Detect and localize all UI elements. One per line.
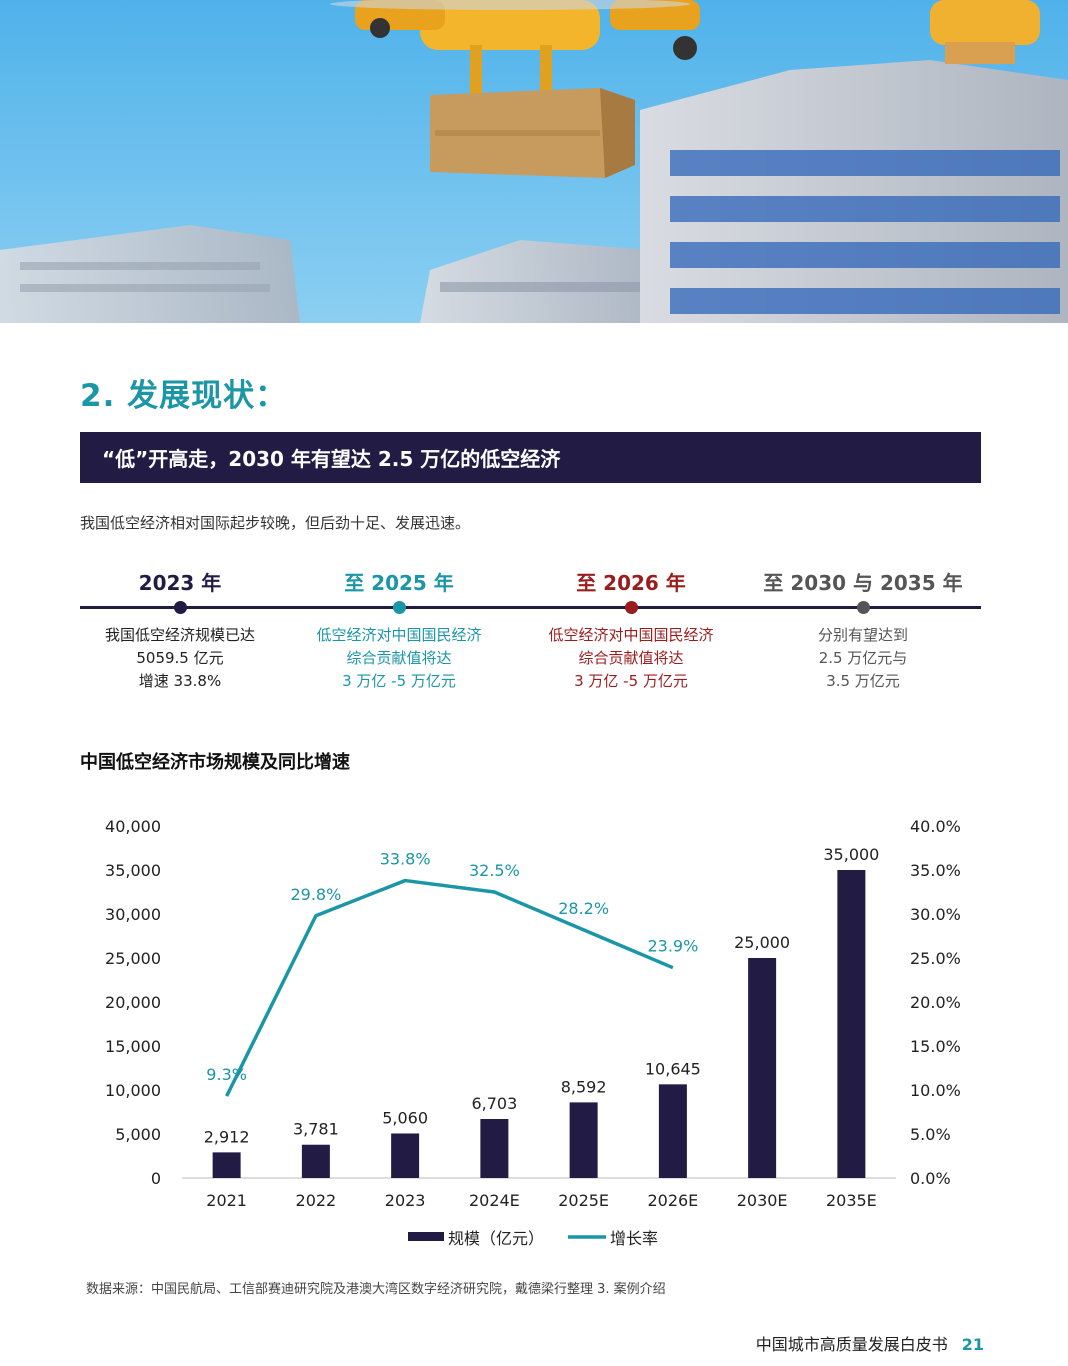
- timeline-line-1: 低空经济对中国国民经济: [316, 626, 482, 644]
- y-right-tick-label: 35.0%: [910, 861, 961, 880]
- timeline-description: 分别有望达到 2.5 万亿元与 3.5 万亿元: [748, 624, 978, 693]
- timeline-description: 我国低空经济规模已达 5059.5 亿元 增速 33.8%: [65, 624, 295, 693]
- chart-title: 中国低空经济市场规模及同比增速: [80, 752, 350, 773]
- timeline-year: 至 2025 年: [344, 571, 454, 595]
- timeline-description: 低空经济对中国国民经济 综合贡献值将达 3 万亿 -5 万亿元: [516, 624, 746, 693]
- bar-2026E: [658, 1084, 687, 1178]
- x-tick-label: 2026E: [647, 1191, 698, 1210]
- bar-2030E: [748, 958, 777, 1178]
- timeline-line-1: 分别有望达到: [817, 626, 908, 644]
- timeline-year: 至 2026 年: [576, 571, 686, 595]
- footer-title: 中国城市高质量发展白皮书: [755, 1335, 948, 1354]
- hero-drone-photo: [0, 0, 1068, 323]
- y-right-tick-label: 0.0%: [910, 1169, 951, 1188]
- x-tick-label: 2030E: [737, 1191, 788, 1210]
- bar-2025E: [569, 1102, 598, 1178]
- timeline-dot: [173, 601, 187, 614]
- y-right-tick-label: 10.0%: [910, 1081, 961, 1100]
- bar-data-label: 2,912: [204, 1127, 250, 1146]
- legend-line-label: 增长率: [610, 1229, 658, 1248]
- y-left-tick-label: 40,000: [105, 817, 161, 836]
- data-source-note: 数据来源：中国民航局、工信部赛迪研究院及港澳大湾区数字经济研究院，戴德梁行整理 …: [86, 1282, 666, 1297]
- timeline-description: 低空经济对中国国民经济 综合贡献值将达 3 万亿 -5 万亿元: [284, 624, 514, 693]
- timeline-line-3: 3 万亿 -5 万亿元: [342, 672, 456, 690]
- y-left-tick-label: 20,000: [105, 993, 161, 1012]
- bar-data-label: 3,781: [293, 1120, 339, 1139]
- page-number: 21: [961, 1335, 984, 1354]
- section-title: 2. 发展现状：: [80, 378, 288, 414]
- timeline-dot: [624, 601, 638, 614]
- timeline-dot: [856, 601, 870, 614]
- x-tick-label: 2035E: [826, 1191, 877, 1210]
- y-left-tick-label: 25,000: [105, 949, 161, 968]
- timeline-line-2: 综合贡献值将达: [578, 649, 684, 667]
- y-left-tick-label: 10,000: [105, 1081, 161, 1100]
- x-tick-label: 2022: [296, 1191, 337, 1210]
- headline-banner: “低”开高走，2030 年有望达 2.5 万亿的低空经济: [80, 432, 981, 483]
- bar-data-label: 35,000: [823, 845, 879, 864]
- x-tick-label: 2023: [385, 1191, 426, 1210]
- growth-data-label: 23.9%: [647, 937, 698, 956]
- market-size-chart: 0 5,000 10,000 15,000 20,000 25,000 30,000 35,0…: [105, 817, 961, 1248]
- y-right-tick-label: 20.0%: [910, 993, 961, 1012]
- y-left-tick-label: 0: [151, 1169, 161, 1188]
- page-footer: 中国城市高质量发展白皮书 21: [756, 1331, 984, 1355]
- bar-2023: [391, 1133, 420, 1178]
- bar-2035E: [837, 870, 866, 1178]
- legend-bar-swatch: [408, 1232, 444, 1241]
- bar-2021: [212, 1152, 241, 1178]
- growth-rate-line: [225, 878, 674, 1097]
- timeline-line-2: 2.5 万亿元与: [818, 649, 908, 667]
- timeline-line-2: 5059.5 亿元: [136, 649, 224, 667]
- growth-data-label: 33.8%: [380, 850, 431, 869]
- bar-data-label: 6,703: [471, 1094, 517, 1113]
- timeline-year: 至 2030 与 2035 年: [763, 571, 963, 595]
- timeline-line-3: 3 万亿 -5 万亿元: [574, 672, 688, 690]
- y-left-tick-label: 5,000: [115, 1125, 161, 1144]
- y-right-tick-label: 15.0%: [910, 1037, 961, 1056]
- timeline-line-3: 3.5 万亿元: [826, 672, 900, 690]
- intro-text: 我国低空经济相对国际起步较晚，但后劲十足、发展迅速。: [80, 514, 471, 532]
- bar-data-label: 5,060: [382, 1108, 428, 1127]
- timeline-line-2: 综合贡献值将达: [346, 649, 452, 667]
- y-left-tick-label: 35,000: [105, 861, 161, 880]
- y-right-tick-label: 40.0%: [910, 817, 961, 836]
- timeline-line-1: 低空经济对中国国民经济: [548, 626, 714, 644]
- x-tick-label: 2025E: [558, 1191, 609, 1210]
- growth-data-label: 9.3%: [206, 1065, 247, 1084]
- bar-data-label: 10,645: [645, 1059, 701, 1078]
- timeline-item-2026: 至 2026 年 低空经济对中国国民经济 综合贡献值将达 3 万亿 -5 万亿元: [516, 568, 746, 693]
- bar-data-label: 8,592: [561, 1077, 607, 1096]
- growth-data-label: 28.2%: [558, 899, 609, 918]
- timeline-dot: [392, 601, 406, 614]
- timeline-item-2030-2035: 至 2030 与 2035 年 分别有望达到 2.5 万亿元与 3.5 万亿元: [748, 568, 978, 693]
- y-right-tick-label: 5.0%: [910, 1125, 951, 1144]
- bar-2022: [301, 1144, 330, 1178]
- growth-data-label: 29.8%: [290, 885, 341, 904]
- timeline-item-2025: 至 2025 年 低空经济对中国国民经济 综合贡献值将达 3 万亿 -5 万亿元: [284, 568, 514, 693]
- timeline-line: [80, 606, 981, 609]
- y-right-tick-label: 25.0%: [910, 949, 961, 968]
- y-left-tick-label: 15,000: [105, 1037, 161, 1056]
- x-tick-label: 2024E: [469, 1191, 520, 1210]
- bar-data-label: 25,000: [734, 933, 790, 952]
- headline-text: “低”开高走，2030 年有望达 2.5 万亿的低空经济: [102, 447, 561, 471]
- y-left-tick-label: 30,000: [105, 905, 161, 924]
- x-tick-label: 2021: [206, 1191, 247, 1210]
- bar-2024E: [480, 1119, 509, 1178]
- growth-data-label: 32.5%: [469, 861, 520, 880]
- timeline-line-1: 我国低空经济规模已达: [104, 626, 255, 644]
- legend-bar-label: 规模（亿元）: [448, 1229, 544, 1248]
- timeline-line-3: 增速 33.8%: [138, 672, 222, 690]
- timeline-item-2023: 2023 年 我国低空经济规模已达 5059.5 亿元 增速 33.8%: [65, 568, 295, 693]
- timeline-year: 2023 年: [138, 571, 222, 595]
- y-right-tick-label: 30.0%: [910, 905, 961, 924]
